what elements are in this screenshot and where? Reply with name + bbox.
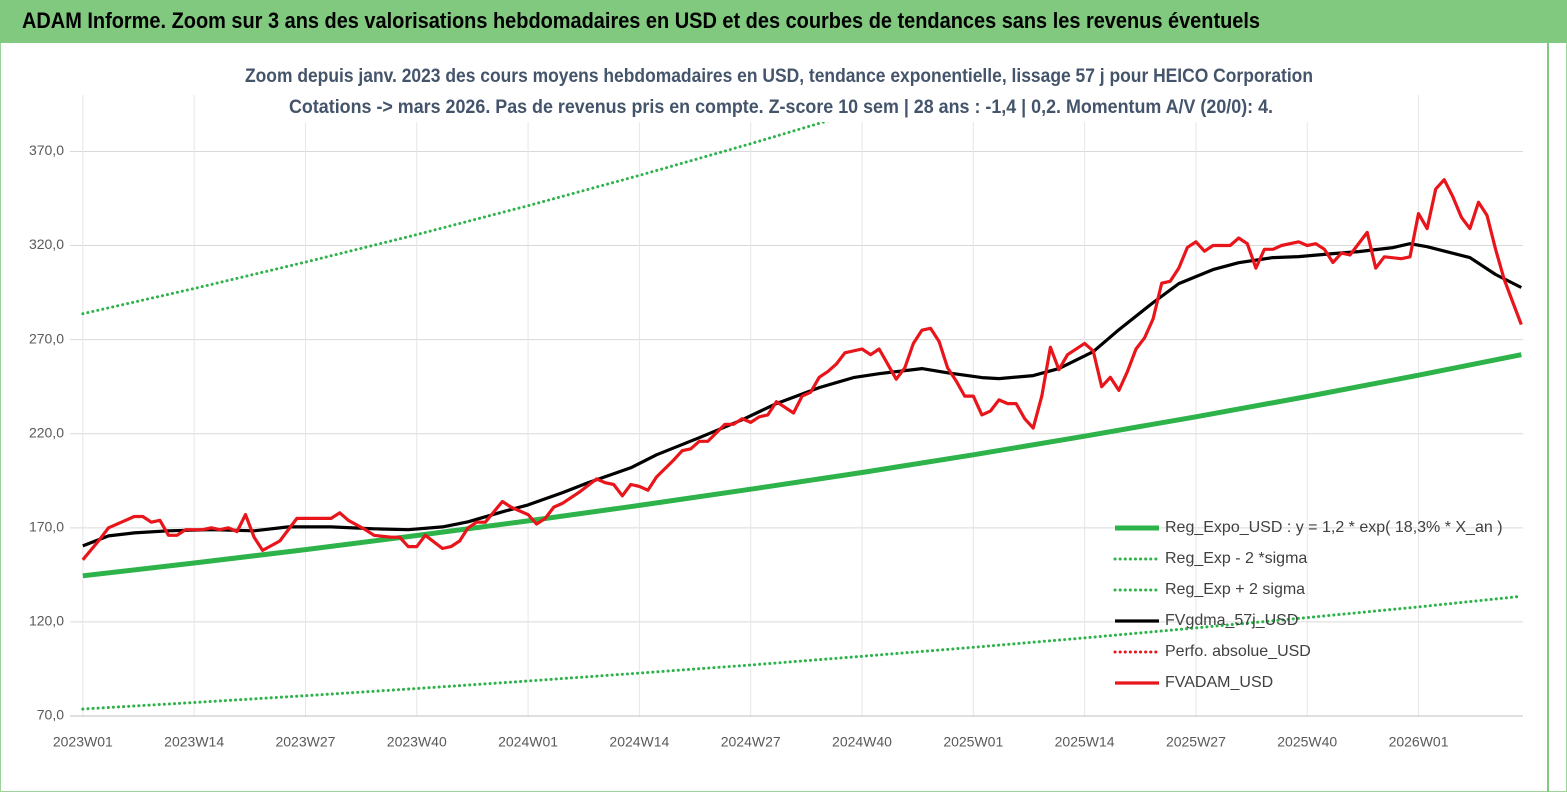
x-tick-label: 2024W01: [498, 734, 558, 750]
x-tick-label: 2023W40: [387, 734, 447, 750]
x-tick-label: 2024W40: [832, 734, 892, 750]
x-tick-label: 2026W01: [1389, 734, 1449, 750]
y-tick-label: 220,0: [29, 424, 64, 440]
y-tick-label: 120,0: [29, 613, 64, 629]
x-tick-label: 2024W14: [609, 734, 669, 750]
banner-title: ADAM Informe. Zoom sur 3 ans des valoris…: [22, 8, 1260, 33]
series-line: [81, 178, 1523, 561]
y-tick-label: 370,0: [29, 142, 64, 158]
x-tick-label: 2023W01: [53, 734, 113, 750]
x-tick-label: 2023W27: [275, 734, 335, 750]
title-bg: [240, 62, 1318, 122]
y-tick-label: 70,0: [37, 707, 64, 723]
legend-label: Reg_Exp + 2 sigma: [1165, 581, 1305, 598]
x-tick-label: 2024W27: [721, 734, 781, 750]
series-line: [82, 242, 1523, 548]
y-tick-label: 320,0: [29, 236, 64, 252]
series-line: [81, 594, 1523, 711]
y-tick-label: 270,0: [29, 330, 64, 346]
x-tick-label: 2023W14: [164, 734, 224, 750]
legend-label: Reg_Expo_USD : y = 1,2 * exp( 18,3% * X_…: [1165, 519, 1503, 536]
series-line: [82, 352, 1522, 579]
x-tick-label: 2025W27: [1166, 734, 1226, 750]
legend-label: Reg_Exp - 2 *sigma: [1165, 550, 1307, 567]
chart-title: Zoom depuis janv. 2023 des cours moyens …: [245, 66, 1313, 87]
x-tick-label: 2025W01: [943, 734, 1003, 750]
banner: [0, 0, 1567, 43]
x-tick-label: 2025W40: [1277, 734, 1337, 750]
legend-label: FVADAM_USD: [1165, 674, 1273, 691]
legend-label: FVgdma_57j_USD: [1165, 612, 1298, 629]
y-tick-label: 170,0: [29, 519, 64, 535]
legend-label: Perfo. absolue_USD: [1165, 643, 1311, 660]
x-tick-label: 2025W14: [1055, 734, 1115, 750]
chart-subtitle: Cotations -> mars 2026. Pas de revenus p…: [289, 97, 1273, 118]
